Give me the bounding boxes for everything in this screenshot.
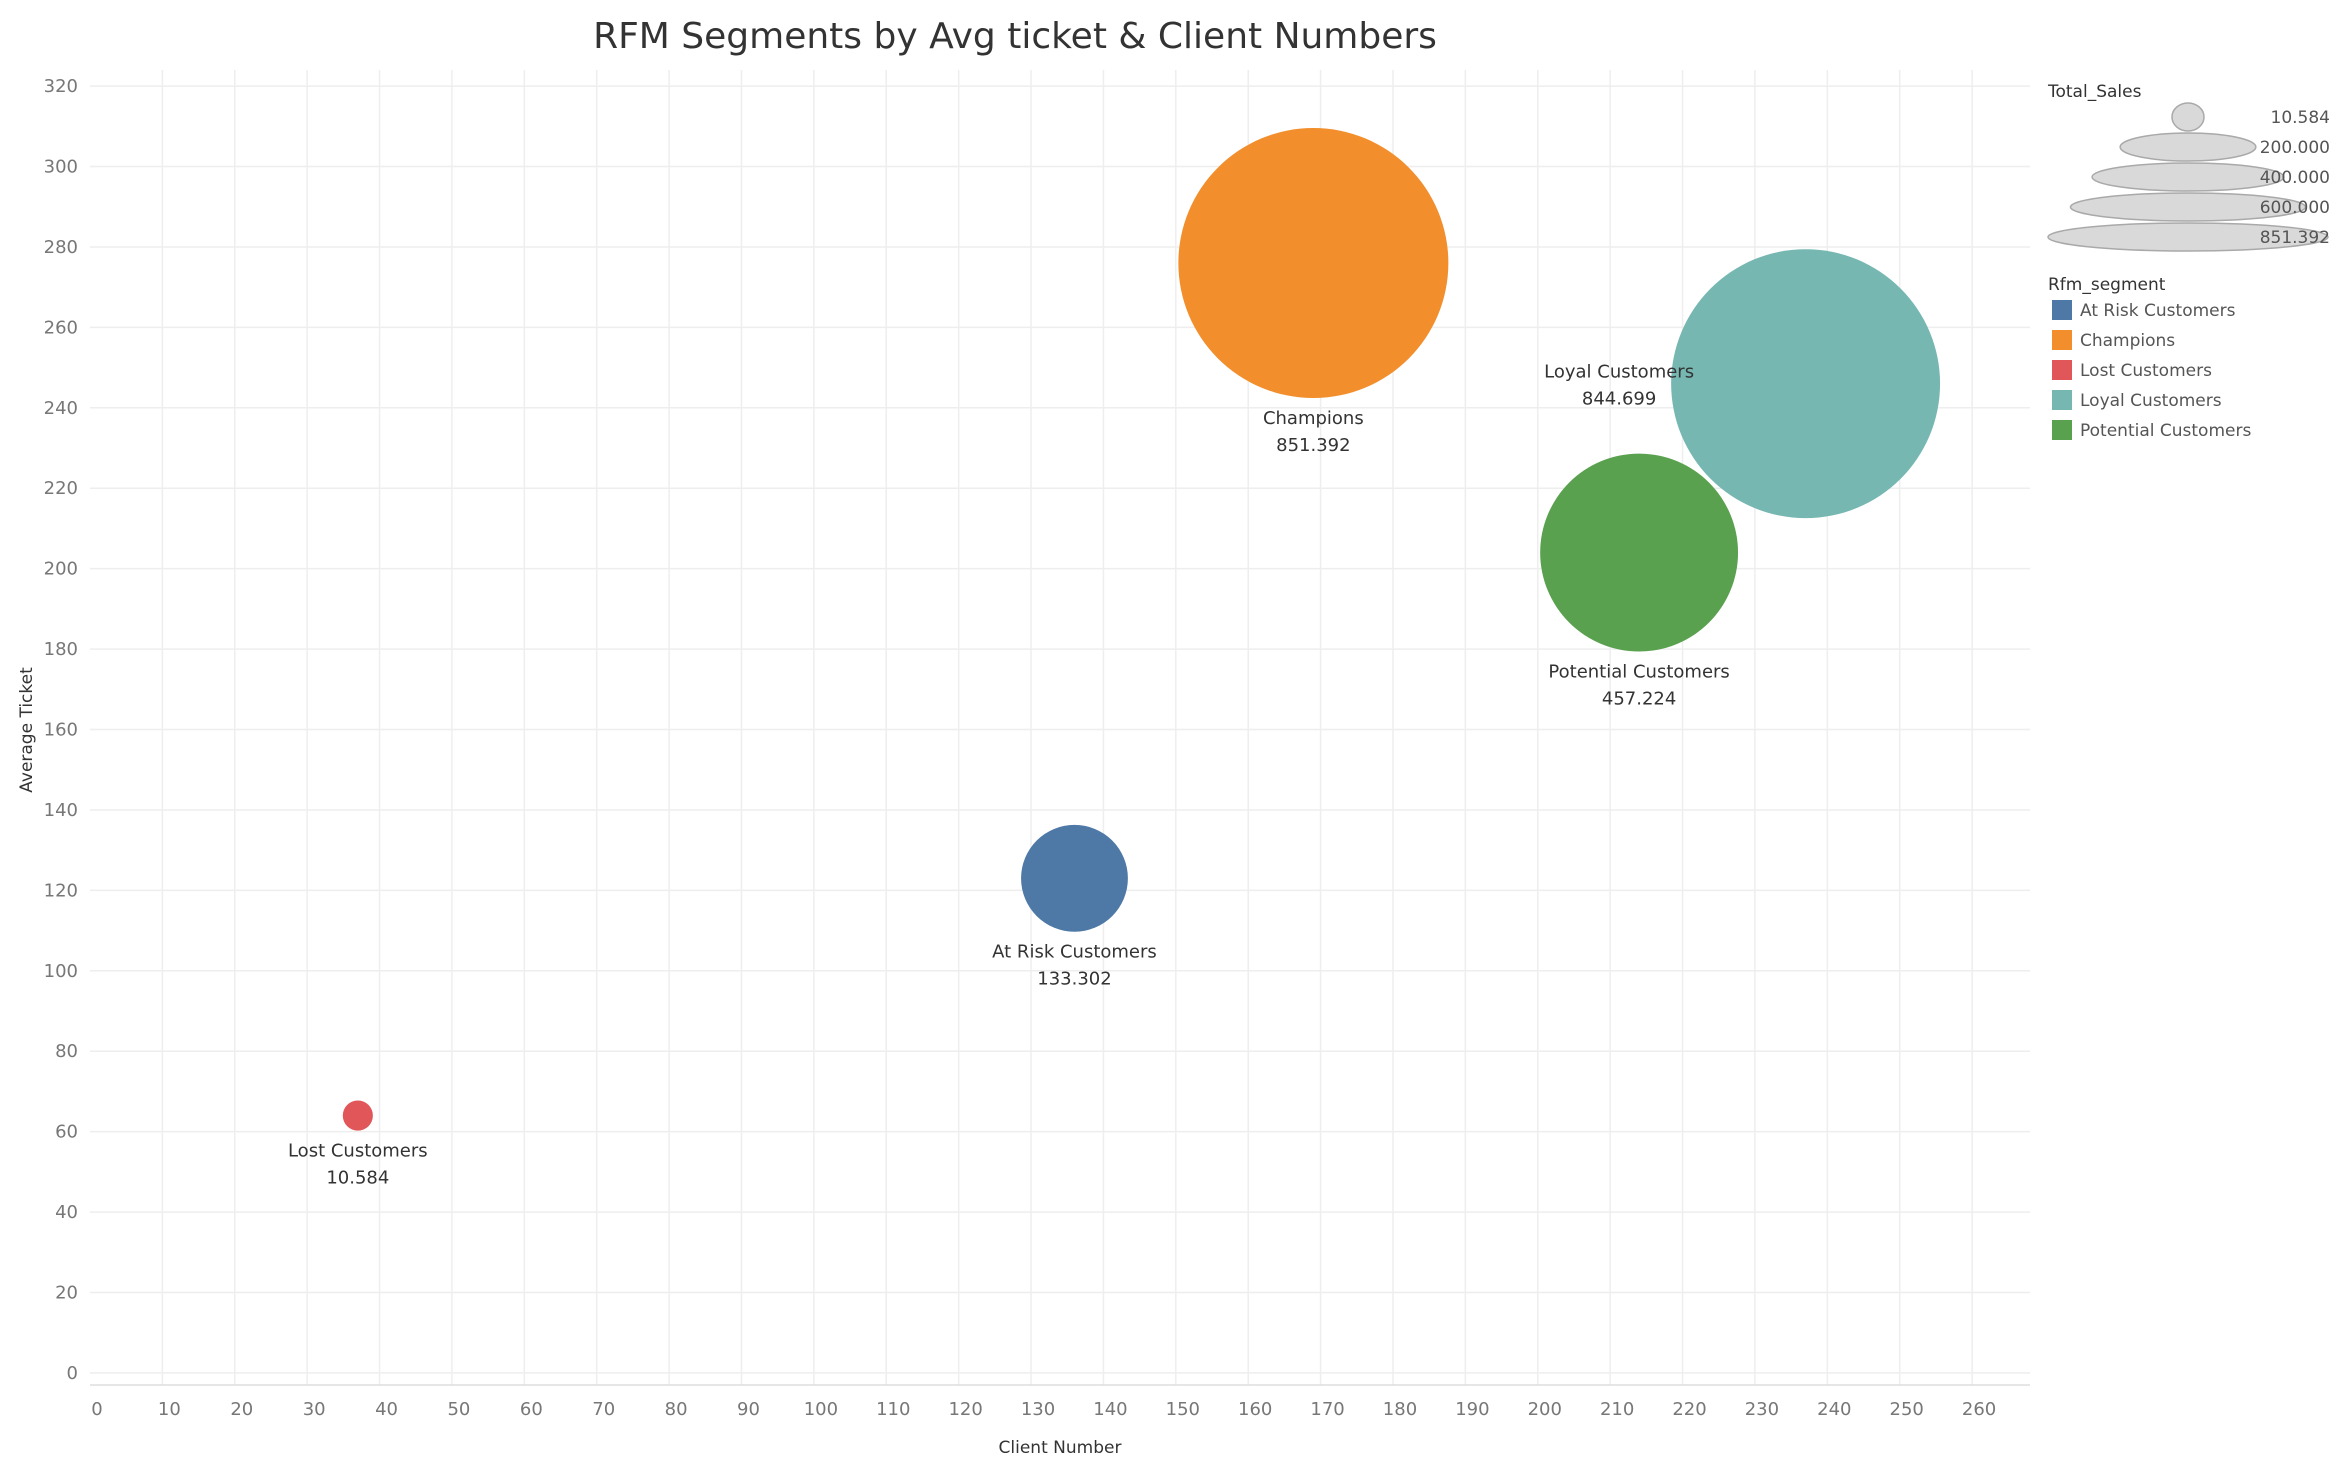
color-legend-label: At Risk Customers — [2080, 301, 2236, 321]
x-tick-label: 190 — [1455, 1399, 1489, 1420]
x-tick-label: 100 — [804, 1399, 838, 1420]
x-tick-label: 80 — [665, 1399, 688, 1420]
y-tick-label: 200 — [44, 559, 78, 580]
x-tick-label: 220 — [1672, 1399, 1706, 1420]
size-legend-label: 200.000 — [2260, 138, 2330, 158]
y-tick-label: 320 — [44, 76, 78, 97]
bubble-label-value: 851.392 — [1276, 435, 1350, 456]
x-tick-label: 160 — [1238, 1399, 1272, 1420]
bubbles — [342, 128, 1941, 1131]
x-tick-label: 210 — [1600, 1399, 1634, 1420]
y-tick-label: 140 — [44, 800, 78, 821]
bubble-label-value: 10.584 — [326, 1168, 389, 1189]
bubble-label-value: 457.224 — [1602, 689, 1676, 710]
size-legend-label: 851.392 — [2260, 228, 2330, 248]
y-tick-label: 180 — [44, 639, 78, 660]
x-tick-label: 130 — [1021, 1399, 1055, 1420]
x-tick-label: 20 — [230, 1399, 253, 1420]
x-tick-label: 260 — [1962, 1399, 1996, 1420]
y-tick-label: 300 — [44, 157, 78, 178]
x-tick-label: 140 — [1093, 1399, 1127, 1420]
x-tick-label: 170 — [1310, 1399, 1344, 1420]
x-tick-label: 0 — [91, 1399, 102, 1420]
x-tick-label: 40 — [375, 1399, 398, 1420]
color-legend-swatch — [2052, 390, 2072, 410]
y-axis: 0 20 40 60 80 100 120 140 160 180 200 220 240 260 280 3… — [44, 76, 78, 1384]
bubble-label-name: Champions — [1263, 408, 1364, 429]
y-tick-label: 20 — [55, 1283, 78, 1304]
size-legend-label: 600.000 — [2260, 198, 2330, 218]
x-tick-label: 120 — [948, 1399, 982, 1420]
bubble-at-risk-customers — [1021, 824, 1128, 932]
x-tick-label: 30 — [303, 1399, 326, 1420]
y-tick-label: 120 — [44, 880, 78, 901]
y-tick-label: 220 — [44, 478, 78, 499]
size-legend-label: 400.000 — [2260, 168, 2330, 188]
bubble-label-name: Loyal Customers — [1544, 362, 1694, 383]
size-legend-mark — [2119, 132, 2257, 162]
color-legend[interactable]: Rfm_segment At Risk Customers Champions Lo… — [2048, 275, 2251, 441]
color-legend-swatch — [2052, 420, 2072, 440]
bubble-label-value: 844.699 — [1582, 389, 1656, 410]
y-tick-label: 280 — [44, 237, 78, 258]
size-legend-mark — [2069, 192, 2307, 222]
size-legend-mark — [2091, 162, 2285, 192]
color-legend-label: Lost Customers — [2080, 361, 2212, 381]
bubble-lost-customers — [342, 1100, 373, 1131]
x-tick-label: 90 — [737, 1399, 760, 1420]
x-axis: 0 10 20 30 40 50 60 70 80 90 100 110 120 130 140 150 160… — [91, 1399, 1996, 1420]
color-legend-swatch — [2052, 360, 2072, 380]
x-tick-label: 110 — [876, 1399, 910, 1420]
y-tick-label: 80 — [55, 1041, 78, 1062]
bubble-champions — [1178, 128, 1449, 399]
color-legend-swatch — [2052, 330, 2072, 350]
x-axis-label: Client Number — [999, 1438, 1122, 1458]
y-tick-label: 60 — [55, 1122, 78, 1143]
bubble-potential-customers — [1540, 453, 1739, 652]
color-legend-title: Rfm_segment — [2048, 275, 2166, 295]
bubble-label-name: Potential Customers — [1548, 662, 1729, 683]
size-legend-label: 10.584 — [2271, 108, 2330, 128]
color-legend-swatch — [2052, 300, 2072, 320]
x-tick-label: 50 — [447, 1399, 470, 1420]
x-tick-label: 250 — [1890, 1399, 1924, 1420]
color-legend-label: Champions — [2080, 331, 2175, 351]
x-tick-label: 180 — [1383, 1399, 1417, 1420]
bubble-label-name: At Risk Customers — [992, 942, 1157, 963]
x-tick-label: 10 — [158, 1399, 181, 1420]
y-tick-label: 240 — [44, 398, 78, 419]
x-tick-label: 150 — [1166, 1399, 1200, 1420]
color-legend-label: Potential Customers — [2080, 421, 2251, 441]
color-legend-label: Loyal Customers — [2080, 391, 2222, 411]
x-tick-label: 60 — [520, 1399, 543, 1420]
bubble-labels: Champions 851.392 Loyal Customers 844.699 Po… — [288, 362, 1730, 1189]
y-tick-label: 40 — [55, 1202, 78, 1223]
y-axis-label: Average Ticket — [17, 667, 37, 793]
y-tick-label: 0 — [67, 1363, 78, 1384]
x-tick-label: 200 — [1528, 1399, 1562, 1420]
size-legend-mark — [2171, 102, 2205, 132]
bubble-label-value: 133.302 — [1037, 969, 1111, 990]
size-legend-mark — [2047, 222, 2329, 252]
chart-title: RFM Segments by Avg ticket & Client Numb… — [593, 16, 1437, 57]
x-tick-label: 240 — [1817, 1399, 1851, 1420]
x-tick-label: 70 — [592, 1399, 615, 1420]
x-tick-label: 230 — [1745, 1399, 1779, 1420]
size-legend[interactable]: Total_Sales 10.584 200.000 400.000 600.000 8… — [2047, 82, 2330, 252]
bubble-loyal-customers — [1671, 249, 1941, 519]
y-tick-label: 100 — [44, 961, 78, 982]
bubble-label-name: Lost Customers — [288, 1141, 428, 1162]
y-tick-label: 160 — [44, 720, 78, 741]
y-tick-label: 260 — [44, 317, 78, 338]
size-legend-title: Total_Sales — [2047, 82, 2142, 102]
